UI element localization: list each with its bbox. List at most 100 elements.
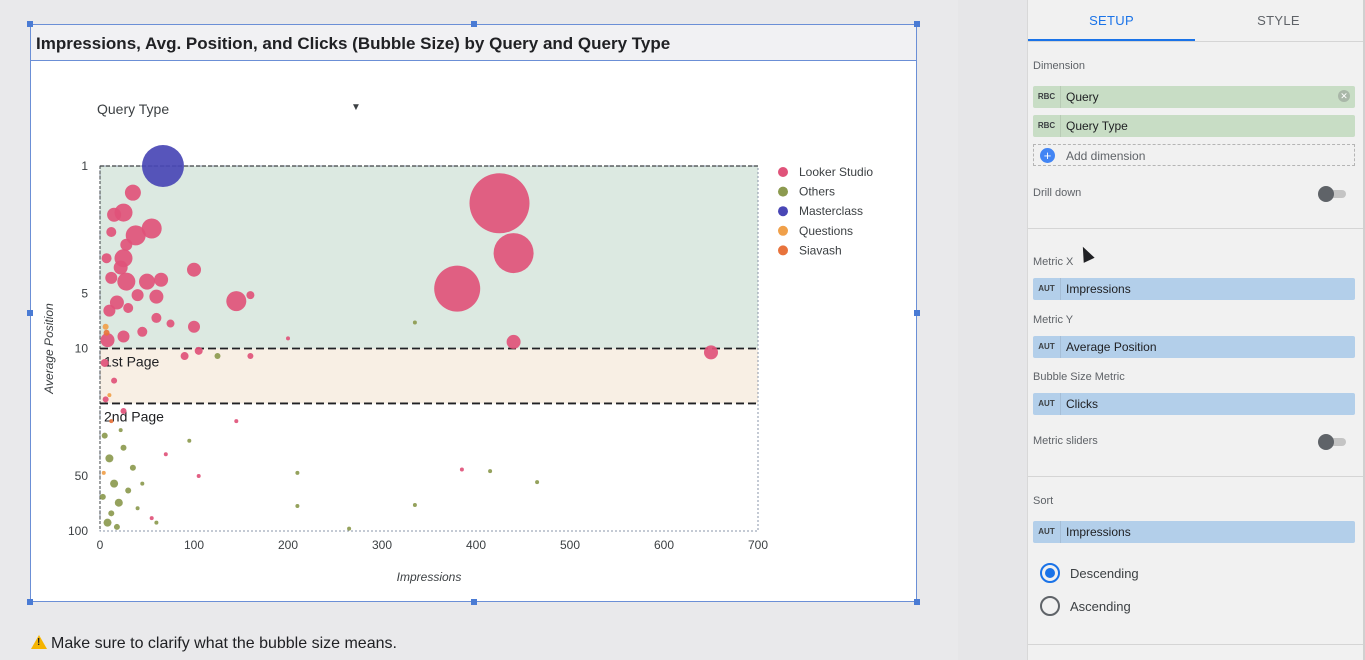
warning-note-text: Make sure to clarify what the bubble siz…: [51, 635, 397, 652]
tab-setup[interactable]: SETUP: [1028, 0, 1195, 41]
metric-sliders-toggle[interactable]: [1318, 434, 1348, 450]
y-tick-label: 1: [81, 159, 88, 173]
resize-handle-top-left[interactable]: [27, 21, 33, 27]
bubble-looker-studio: [234, 419, 239, 424]
bubble-looker-studio: [149, 289, 164, 304]
metric-x-chip[interactable]: AUT Impressions: [1033, 278, 1355, 300]
bubble-looker-studio: [459, 467, 464, 472]
bubble-others: [99, 493, 106, 500]
bubble-others: [125, 487, 132, 494]
sort-ascending-radio[interactable]: [1040, 596, 1060, 616]
metric-x-label: Metric X: [1033, 256, 1074, 268]
bubble-looker-studio: [113, 260, 128, 275]
warning-icon: !: [31, 635, 47, 649]
add-dimension-label: Add dimension: [1066, 149, 1146, 163]
bubble-others: [140, 481, 145, 486]
chart-title-bar: Impressions, Avg. Position, and Clicks (…: [31, 25, 916, 61]
bubble-looker-studio: [105, 271, 118, 284]
resize-handle-middle-right[interactable]: [914, 310, 920, 316]
drill-down-toggle[interactable]: [1318, 186, 1348, 202]
metric-type-tag: AUT: [1033, 521, 1061, 543]
x-tick-label: 500: [560, 538, 580, 552]
sort-label: Sort: [1033, 495, 1054, 507]
bubble-others: [103, 518, 112, 527]
section-divider: [1028, 228, 1363, 229]
y-tick-label: 10: [75, 342, 89, 356]
bubble-chart[interactable]: Impressions, Avg. Position, and Clicks (…: [30, 24, 917, 602]
bubble-others: [120, 444, 127, 451]
bubble-looker-studio: [246, 291, 255, 300]
metric-type-tag: AUT: [1033, 336, 1061, 358]
warning-note: ! Make sure to clarify what the bubble si…: [31, 634, 397, 653]
y-tick-label: 5: [81, 287, 88, 301]
remove-dimension-icon[interactable]: ✕: [1338, 90, 1350, 102]
resize-handle-top-center[interactable]: [471, 21, 477, 27]
legend-marker: [778, 245, 788, 256]
metric-sliders-label: Metric sliders: [1033, 435, 1098, 447]
bubble-looker-studio: [149, 516, 154, 521]
bubble-others: [105, 454, 114, 463]
resize-handle-middle-left[interactable]: [27, 310, 33, 316]
bubble-looker-studio: [194, 346, 203, 355]
dimension-name: Query: [1066, 90, 1099, 104]
dimension-chip-query[interactable]: RBC Query ✕: [1033, 86, 1355, 108]
scatter-plot: 1st Page 2nd Page 0 100 200 300 400 500 600 700 1 5…: [42, 145, 873, 584]
bubble-others: [110, 479, 119, 488]
x-axis-title: Impressions: [397, 570, 462, 584]
bubble-questions: [102, 323, 109, 330]
bubble-others: [187, 438, 192, 443]
bubble-looker-studio: [166, 319, 175, 328]
bubble-looker-studio: [154, 272, 169, 287]
bubble-others: [118, 428, 123, 433]
bubble-others: [347, 526, 352, 531]
scrollbar-edge: [1363, 0, 1365, 660]
sort-descending-label: Descending: [1070, 566, 1139, 581]
bubble-looker-studio: [102, 396, 109, 403]
bubble-looker-studio: [506, 334, 521, 349]
section-divider: [1028, 644, 1363, 645]
bubble-looker-studio: [196, 474, 201, 479]
bubble-looker-studio: [139, 273, 155, 290]
dropdown-caret-icon[interactable]: ▼: [351, 102, 361, 113]
resize-handle-top-right[interactable]: [914, 21, 920, 27]
query-type-filter[interactable]: Query Type ▼: [97, 99, 361, 119]
bubble-others: [488, 469, 493, 474]
x-tick-label: 600: [654, 538, 674, 552]
metric-name: Clicks: [1066, 397, 1098, 411]
bubble-looker-studio: [111, 377, 118, 384]
bubble-looker-studio: [120, 238, 133, 251]
bubble-others: [214, 353, 221, 360]
filter-label: Query Type: [97, 101, 170, 117]
bubble-looker-studio: [131, 289, 144, 302]
x-tick-label: 100: [184, 538, 204, 552]
metric-y-chip[interactable]: AUT Average Position: [1033, 336, 1355, 358]
resize-handle-bottom-right[interactable]: [914, 599, 920, 605]
toggle-knob: [1318, 434, 1334, 450]
legend-marker: [778, 225, 788, 236]
toggle-track: [1322, 438, 1346, 446]
metric-type-tag: AUT: [1033, 278, 1061, 300]
bubble-looker-studio: [109, 295, 124, 310]
section-divider: [1028, 476, 1363, 477]
sort-chip[interactable]: AUT Impressions: [1033, 521, 1355, 543]
sort-descending-radio[interactable]: [1040, 563, 1060, 583]
metric-name: Impressions: [1066, 282, 1131, 296]
bubble-looker-studio: [163, 452, 168, 457]
resize-handle-bottom-left[interactable]: [27, 599, 33, 605]
bubble-looker-studio: [247, 353, 254, 360]
add-dimension-button[interactable]: + Add dimension: [1033, 144, 1355, 166]
legend-marker: [778, 167, 788, 177]
resize-handle-bottom-center[interactable]: [471, 599, 477, 605]
bubble-looker-studio: [180, 352, 189, 361]
toggle-knob: [1318, 186, 1334, 202]
bubble-others: [113, 523, 120, 530]
dimension-chip-query-type[interactable]: RBC Query Type: [1033, 115, 1355, 137]
band-label: 2nd Page: [104, 408, 164, 424]
bubble-size-chip[interactable]: AUT Clicks: [1033, 393, 1355, 415]
tab-style[interactable]: STYLE: [1257, 13, 1300, 28]
bubble-masterclass: [141, 145, 184, 187]
bubble-others: [295, 504, 300, 509]
bubble-others: [101, 432, 108, 439]
x-tick-label: 700: [748, 538, 768, 552]
bubble-looker-studio: [141, 218, 162, 239]
